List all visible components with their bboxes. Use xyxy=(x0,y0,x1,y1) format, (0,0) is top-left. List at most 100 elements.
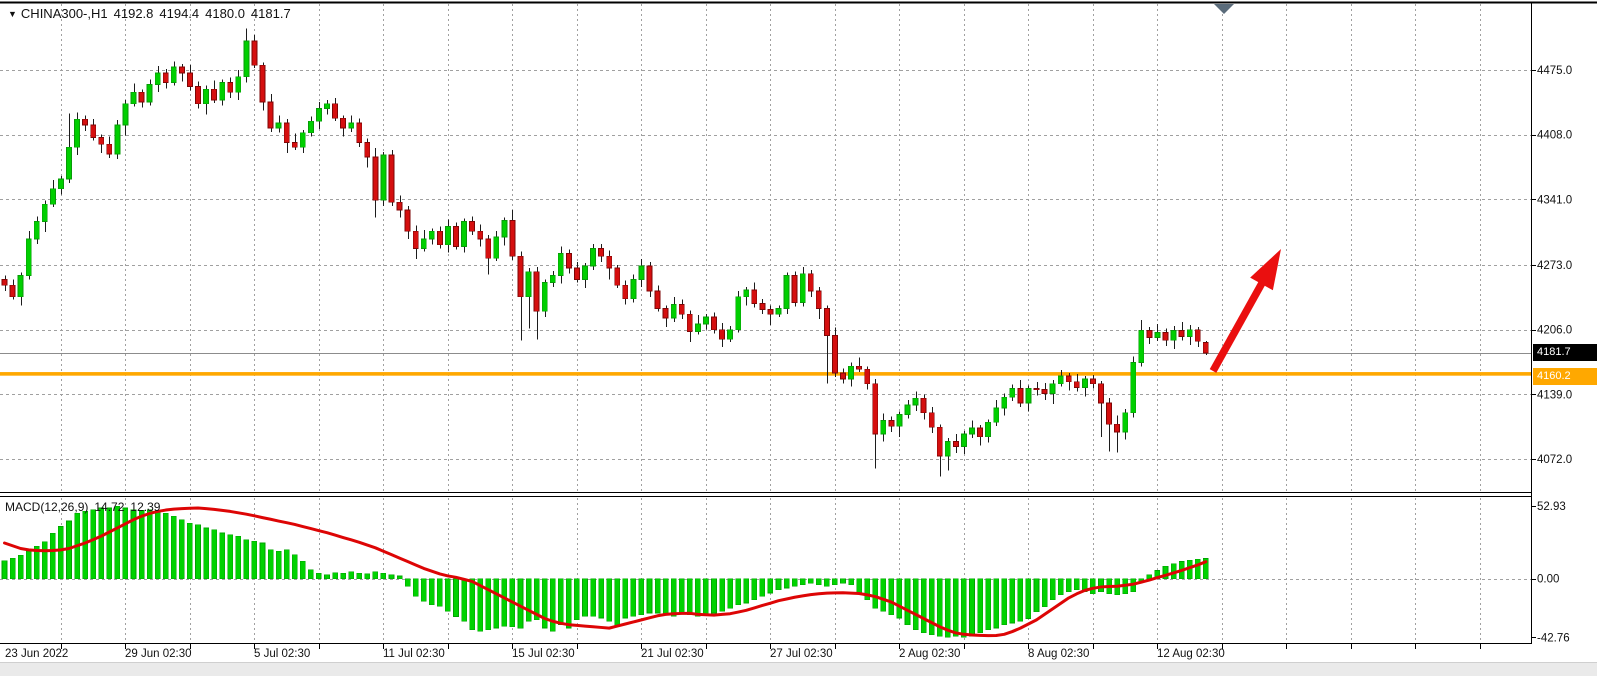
candle-down xyxy=(1017,388,1024,404)
candle-down xyxy=(686,313,693,332)
macd-bar xyxy=(840,578,846,584)
trend-arrow[interactable] xyxy=(1209,249,1281,373)
macd-bar xyxy=(969,578,975,637)
chart-shift-marker-icon[interactable] xyxy=(1214,4,1234,14)
macd-bar xyxy=(154,511,161,580)
candle-up xyxy=(1081,378,1088,388)
candle-up xyxy=(235,76,242,93)
macd-value-main: 14.72 xyxy=(94,500,125,514)
candle-down xyxy=(888,420,895,427)
macd-bar xyxy=(775,578,782,590)
macd-bar xyxy=(291,554,298,579)
candle-down xyxy=(396,201,403,211)
candle-down xyxy=(815,290,822,309)
date-label: 27 Jul 02:30 xyxy=(770,648,833,660)
macd-bar xyxy=(171,516,177,579)
macd-bar xyxy=(187,522,193,580)
macd-bar xyxy=(1009,578,1016,624)
macd-bar xyxy=(283,549,290,579)
price-tick-label: 4408.0 xyxy=(1537,130,1572,142)
macd-bar xyxy=(864,578,870,601)
ohlc-close: 4181.7 xyxy=(250,6,291,21)
macd-bar xyxy=(501,578,508,627)
candle-down xyxy=(388,154,395,203)
candle-up xyxy=(348,122,355,129)
macd-bar xyxy=(711,578,717,614)
macd-bar xyxy=(445,578,451,612)
macd-signal-layer xyxy=(3,506,1208,638)
macd-bar xyxy=(9,557,16,579)
macd-bar xyxy=(1049,578,1056,601)
macd-bar xyxy=(308,569,314,579)
candle-up xyxy=(1154,332,1161,338)
macd-bar xyxy=(372,571,379,580)
macd-bar xyxy=(936,578,943,637)
date-label: 29 Jun 02:30 xyxy=(125,648,192,660)
candle-down xyxy=(823,308,830,336)
bid-price-tag: 4181.7 xyxy=(1533,344,1597,361)
macd-histogram xyxy=(1,505,1209,638)
candle-down xyxy=(598,248,605,257)
macd-bar xyxy=(558,578,564,625)
candle-down xyxy=(178,66,185,74)
candle-down xyxy=(872,383,879,435)
date-label: 2 Aug 02:30 xyxy=(899,648,960,660)
macd-signal-line xyxy=(3,506,1208,638)
candle-down xyxy=(1178,330,1185,337)
candle-down xyxy=(509,220,516,257)
macd-bar xyxy=(977,578,983,634)
macd-bar xyxy=(477,578,483,632)
macd-bar xyxy=(114,505,121,579)
candle-down xyxy=(227,82,234,93)
candle-down xyxy=(1,279,8,286)
macd-bar xyxy=(928,578,935,635)
macd-bar xyxy=(461,578,467,622)
candle-up xyxy=(541,281,548,312)
candle-down xyxy=(372,156,379,201)
macd-bar xyxy=(719,578,725,612)
candle-down xyxy=(856,365,863,370)
macd-bar xyxy=(525,578,532,622)
collapse-triangle-icon[interactable]: ▼ xyxy=(8,9,17,19)
candle-down xyxy=(565,253,572,269)
macd-bar xyxy=(735,578,741,605)
orange-horizontal-line[interactable] xyxy=(0,372,1531,376)
candle-down xyxy=(622,284,629,300)
candle-down xyxy=(662,308,669,319)
time-axis: 23 Jun 2022 29 Jun 02:30 5 Jul 02:30 11 Jul… xyxy=(5,644,1481,660)
macd-bar xyxy=(1162,566,1169,580)
candle-down xyxy=(90,124,97,138)
candle-down xyxy=(251,40,258,66)
candle-down xyxy=(195,86,201,105)
candle-down xyxy=(1202,342,1209,354)
candle-down xyxy=(1073,381,1080,388)
candle-up xyxy=(775,308,782,315)
candle-up xyxy=(299,132,306,148)
candle-down xyxy=(977,427,983,438)
macd-bar xyxy=(606,578,612,622)
candle-down xyxy=(832,335,838,374)
macd-bar xyxy=(300,561,306,580)
symbol-label: CHINA300-,H1 xyxy=(20,6,108,21)
candle-down xyxy=(82,118,89,126)
shift-layer xyxy=(1214,4,1234,14)
candle-up xyxy=(1057,375,1064,385)
macd-bar xyxy=(251,541,258,579)
level-lines xyxy=(0,353,1531,376)
macd-bar xyxy=(953,578,959,637)
candle-down xyxy=(283,122,290,143)
macd-bar xyxy=(42,541,48,580)
price-tick-label: 4206.0 xyxy=(1537,325,1572,337)
candle-up xyxy=(525,271,532,298)
macd-bar xyxy=(25,550,32,579)
candle-up xyxy=(630,279,637,300)
candle-down xyxy=(162,72,169,83)
macd-bar xyxy=(727,578,733,609)
candle-up xyxy=(944,441,951,457)
macd-bar xyxy=(380,572,387,580)
macd-indicator-label: MACD(12,26,9) 14.72 12.39 xyxy=(5,500,166,514)
macd-bar xyxy=(695,578,701,617)
price-tick-label: 4341.0 xyxy=(1537,194,1572,206)
